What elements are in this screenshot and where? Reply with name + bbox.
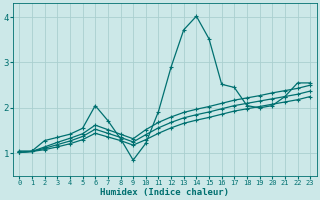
X-axis label: Humidex (Indice chaleur): Humidex (Indice chaleur)	[100, 188, 229, 197]
